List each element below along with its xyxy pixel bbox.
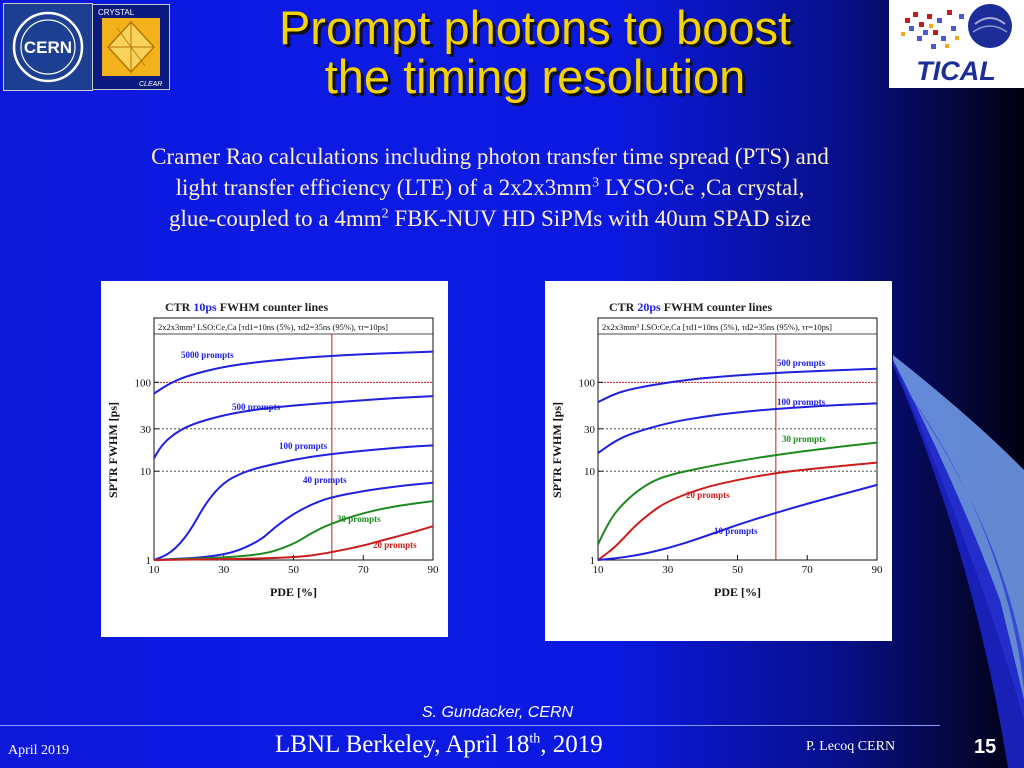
- footer-author: P. Lecoq CERN: [806, 739, 896, 754]
- ctr-20ps-chart: CTR 20ps FWHM counter lines 2x2x3mm³ LSO:…: [550, 300, 884, 599]
- c0-series-label-2: 100 prompts: [279, 441, 328, 451]
- c0-legend-text: 2x2x3mm³ LSO:Ce,Ca [τd1=10ns (5%), τd2=3…: [158, 322, 388, 332]
- c1-ytick-label-30: 30: [584, 424, 596, 436]
- c0-xtick-label-90: 90: [428, 564, 440, 576]
- c1-chart-title: CTR 20ps FWHM counter lines: [609, 300, 772, 314]
- c1-xtick-label-10: 10: [593, 564, 605, 576]
- c0-ytick-label-100: 100: [135, 377, 152, 389]
- cern-logo: CERN: [3, 3, 93, 91]
- c1-series-label-4: 10 prompts: [714, 526, 758, 536]
- c1-ytick-label-100: 100: [579, 377, 596, 389]
- slide-title-line2: the timing resolution: [324, 50, 746, 103]
- tical-logo: TICAL: [889, 0, 1024, 88]
- c1-series-line-3: [597, 461, 878, 561]
- c0-chart-title: CTR 10ps FWHM counter lines: [165, 300, 328, 314]
- c1-xtick-label-90: 90: [872, 564, 884, 576]
- svg-text:CRYSTAL: CRYSTAL: [98, 8, 135, 17]
- c1-series-line-0: [597, 367, 878, 403]
- c0-ytick-label-1: 1: [146, 555, 152, 567]
- c0-xtick-label-10: 10: [149, 564, 161, 576]
- c0-series-line-4: [153, 500, 434, 561]
- slide-title: Prompt photons to boost the timing resol…: [150, 3, 920, 101]
- c0-series-label-1: 500 prompts: [232, 402, 281, 412]
- c1-series-line-4: [597, 483, 878, 561]
- c1-xtick-label-30: 30: [662, 564, 674, 576]
- c0-title-highlight: 10ps: [193, 300, 217, 314]
- c0-xtick-label-50: 50: [288, 564, 300, 576]
- ctr-10ps-chart: CTR 10ps FWHM counter lines 2x2x3mm³ LSO:…: [106, 300, 440, 599]
- c1-title-highlight: 20ps: [637, 300, 661, 314]
- footer-date: April 2019: [8, 743, 70, 758]
- c0-title-suffix: FWHM counter lines: [217, 300, 329, 314]
- c0-x-axis-label: PDE [%]: [270, 585, 317, 599]
- c1-ytick-label-1: 1: [590, 555, 596, 567]
- description-line1: Cramer Rao calculations including photon…: [151, 144, 829, 169]
- page-number: 15: [974, 736, 997, 758]
- c1-series-label-2: 30 prompts: [782, 434, 826, 444]
- c1-legend-text: 2x2x3mm³ LSO:Ce,Ca [τd1=10ns (5%), τd2=3…: [602, 322, 832, 332]
- c1-series-label-0: 500 prompts: [777, 358, 826, 368]
- c1-series-label-1: 100 prompts: [777, 397, 826, 407]
- footer-divider: [0, 725, 940, 726]
- ctr-20ps-plot: CTR 20ps FWHM counter lines 2x2x3mm³ LSO:…: [545, 281, 892, 641]
- footer-event: LBNL Berkeley, April 18th, 2019: [275, 731, 603, 758]
- c1-title-suffix: FWHM counter lines: [661, 300, 773, 314]
- c1-ytick-label-10: 10: [584, 466, 596, 478]
- c0-series-label-5: 20 prompts: [373, 540, 417, 550]
- ctr-10ps-plot: CTR 10ps FWHM counter lines 2x2x3mm³ LSO:…: [101, 281, 448, 637]
- c0-ytick-label-30: 30: [140, 424, 152, 436]
- c1-plot-frame: [597, 317, 878, 561]
- c0-xtick-label-30: 30: [218, 564, 230, 576]
- c1-y-axis-label: SPTR FWHM [ps]: [550, 402, 564, 498]
- svg-text:TICAL: TICAL: [916, 56, 995, 86]
- c0-xtick-label-70: 70: [358, 564, 370, 576]
- c1-series-line-2: [597, 441, 878, 545]
- c1-xtick-label-70: 70: [802, 564, 814, 576]
- c1-x-axis-label: PDE [%]: [714, 585, 761, 599]
- slide-description: Cramer Rao calculations including photon…: [40, 141, 940, 234]
- svg-text:CERN: CERN: [24, 38, 72, 57]
- c0-series-line-2: [153, 444, 434, 561]
- c0-series-line-5: [153, 525, 434, 561]
- svg-text:CLEAR: CLEAR: [139, 81, 162, 88]
- description-line3: glue-coupled to a 4mm2 FBK-NUV HD SiPMs …: [168, 206, 812, 231]
- c0-title-prefix: CTR: [165, 300, 193, 314]
- c1-title-prefix: CTR: [609, 300, 637, 314]
- c0-series-label-4: 30 prompts: [337, 514, 381, 524]
- c0-series-line-3: [153, 481, 434, 561]
- c1-series-line-1: [597, 402, 878, 454]
- c1-series-label-3: 20 prompts: [686, 490, 730, 500]
- c0-series-label-0: 5000 prompts: [181, 350, 234, 360]
- c0-ytick-label-10: 10: [140, 466, 152, 478]
- c0-series-line-1: [153, 395, 434, 459]
- crystal-clear-logo: CRYSTAL CLEAR: [92, 4, 170, 90]
- c1-xtick-label-50: 50: [732, 564, 744, 576]
- source-credit: S. Gundacker, CERN: [421, 704, 574, 721]
- c0-series-label-3: 40 prompts: [303, 475, 347, 485]
- c0-y-axis-label: SPTR FWHM [ps]: [106, 402, 120, 498]
- description-line2: light transfer efficiency (LTE) of a 2x2…: [175, 175, 805, 200]
- c0-series-line-0: [153, 350, 434, 395]
- slide-title-line1: Prompt photons to boost: [278, 1, 792, 54]
